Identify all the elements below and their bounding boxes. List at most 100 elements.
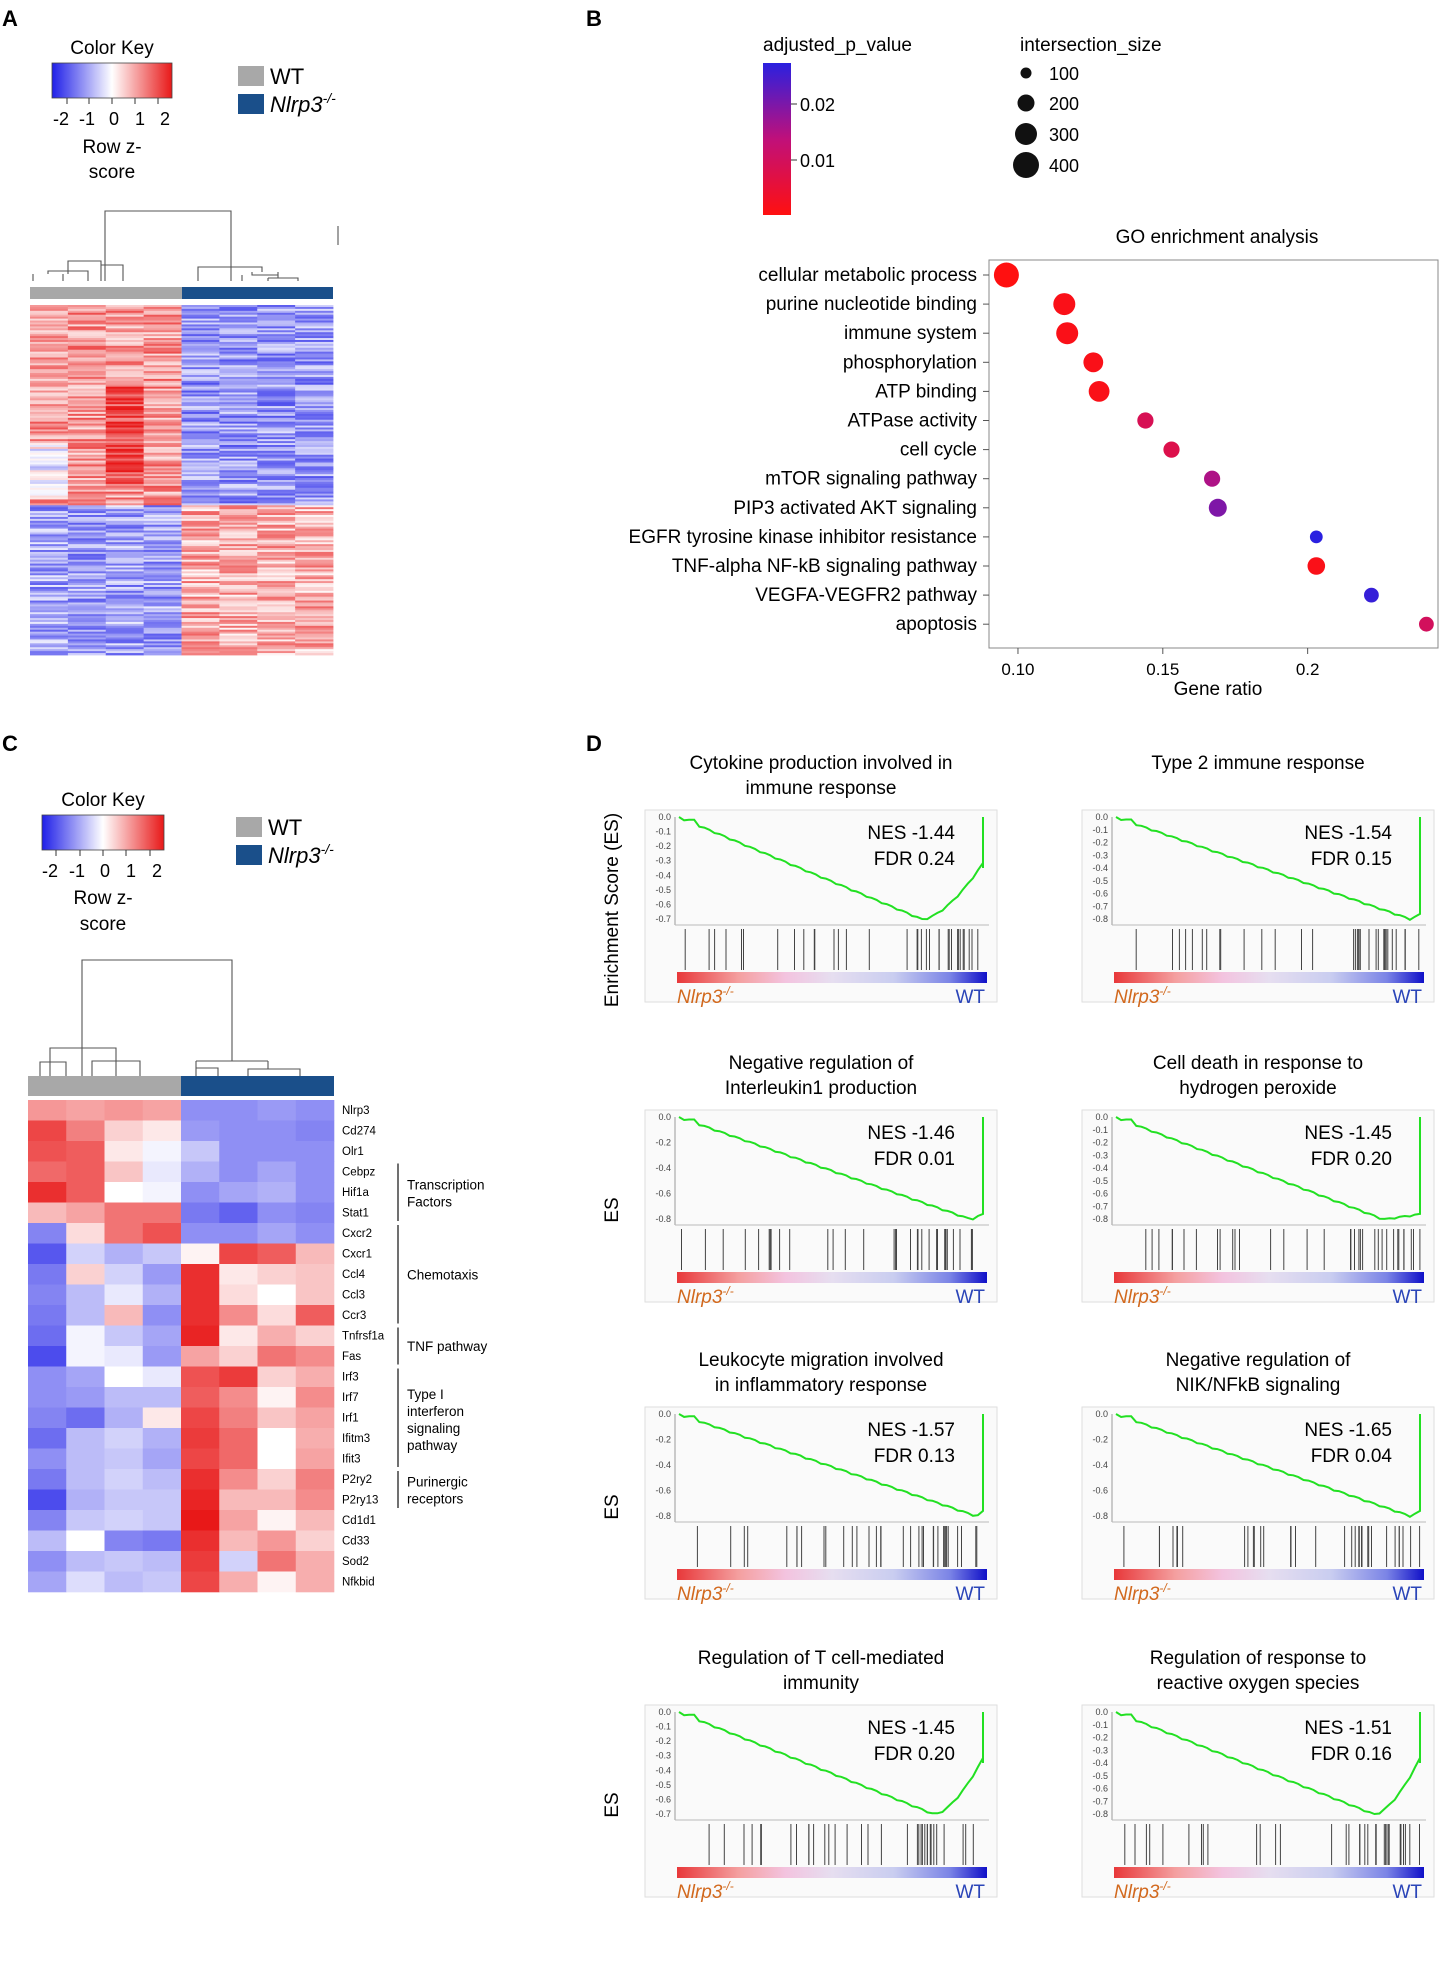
heatmap-cell xyxy=(181,474,220,477)
heatmap-cell xyxy=(105,316,145,320)
heatmap-cell xyxy=(105,586,145,590)
heatmap-cell xyxy=(67,606,107,609)
heatmap-cell xyxy=(142,1161,182,1183)
heatmap-cell xyxy=(66,1284,105,1306)
heatmap-cell xyxy=(67,491,107,495)
heatmap-cell xyxy=(219,415,258,419)
heatmap-cell xyxy=(143,472,182,475)
y-tick-label: -0.2 xyxy=(1092,1138,1108,1148)
heatmap-cell xyxy=(67,516,107,520)
heatmap-cell xyxy=(66,1346,105,1367)
heatmap-cell xyxy=(105,493,145,496)
heatmap-cell xyxy=(257,633,296,636)
heatmap-cell xyxy=(30,413,69,417)
heatmap-cell xyxy=(295,1182,335,1203)
heatmap-cell xyxy=(219,530,258,533)
rank-gradient xyxy=(1114,1569,1424,1580)
y-tick-label: 0.0 xyxy=(658,812,671,822)
heatmap-cell xyxy=(295,520,334,524)
heatmap-cell xyxy=(143,349,182,353)
heatmap-cell xyxy=(66,1182,105,1203)
y-tick-label: -0.4 xyxy=(655,1765,671,1775)
heatmap-cell xyxy=(219,468,258,471)
heatmap-cell xyxy=(219,349,258,353)
heatmap-cell xyxy=(219,592,258,596)
heatmap-cell xyxy=(105,404,145,407)
heatmap-cell xyxy=(104,1202,144,1224)
heatmap-cell xyxy=(181,353,220,356)
heatmap-cell xyxy=(143,516,182,520)
heatmap-cell xyxy=(67,505,107,508)
wt-label: WT xyxy=(955,1584,985,1605)
heatmap-cell xyxy=(143,588,182,592)
heatmap-cell xyxy=(67,452,107,456)
heatmap-cell xyxy=(30,320,69,323)
es-curve xyxy=(678,1711,984,1815)
heatmap-cell xyxy=(67,458,107,461)
heatmap-cell xyxy=(30,351,69,355)
gene-label: Ccl3 xyxy=(342,1290,365,1302)
heatmap-cell xyxy=(295,359,334,362)
heatmap-cell xyxy=(30,522,69,526)
rank-gradient xyxy=(677,972,987,983)
heatmap-cell xyxy=(105,476,145,479)
heatmap-cell xyxy=(181,336,220,339)
heatmap-cell xyxy=(181,518,220,522)
heatmap-cell xyxy=(66,1469,105,1490)
heatmap-cell xyxy=(257,563,296,566)
heatmap-cell xyxy=(143,495,182,498)
heatmap-cell xyxy=(28,1469,67,1490)
heatmap-cell xyxy=(30,489,69,493)
heatmap-cell xyxy=(30,306,69,310)
group-label: Factors xyxy=(407,1194,452,1209)
heatmap-cell xyxy=(295,561,334,565)
heatmap-cell xyxy=(219,480,258,483)
heatmap-cell xyxy=(105,600,145,603)
heatmap-cell xyxy=(181,530,220,533)
heatmap-cell xyxy=(143,375,182,378)
heatmap-cell xyxy=(181,314,220,318)
heatmap-cell xyxy=(219,338,258,341)
heatmap-cell xyxy=(143,458,182,461)
heatmap-cell xyxy=(67,612,107,615)
heatmap-cell xyxy=(181,516,220,520)
heatmap-cell xyxy=(295,373,334,376)
heatmap-cell xyxy=(257,345,296,349)
heatmap-cell xyxy=(295,1407,335,1429)
heatmap-cell xyxy=(105,579,145,582)
heatmap-cell xyxy=(257,324,296,327)
heatmap-cell xyxy=(219,1264,258,1285)
heatmap-cell xyxy=(219,431,258,434)
heatmap-cell xyxy=(181,536,220,539)
heatmap-cell xyxy=(257,402,296,405)
heatmap-cell xyxy=(67,509,107,512)
heatmap-cell xyxy=(105,621,145,625)
gene-label: Ifit3 xyxy=(342,1454,361,1466)
heatmap-cell xyxy=(28,1489,67,1511)
heatmap-cell xyxy=(30,497,69,500)
heatmap-cell xyxy=(257,1510,297,1531)
heatmap-cell xyxy=(30,507,69,510)
y-tick-label: -0.2 xyxy=(655,1138,671,1148)
heatmap-cell xyxy=(105,446,145,450)
heatmap-cell xyxy=(67,620,107,623)
heatmap-cell xyxy=(105,651,145,654)
heatmap-cell xyxy=(295,1489,335,1511)
heatmap-cell xyxy=(66,1489,105,1511)
heatmap-cell xyxy=(295,394,334,397)
heatmap-cell xyxy=(219,423,258,426)
heatmap-cell xyxy=(30,446,69,450)
heatmap-cell xyxy=(295,645,334,648)
heatmap-cell xyxy=(105,450,145,454)
heatmap-cell xyxy=(105,355,145,358)
heatmap-cell xyxy=(181,553,220,557)
heatmap-cell xyxy=(295,328,334,331)
heatmap-cell xyxy=(181,373,220,376)
heatmap-cell xyxy=(219,586,258,590)
heatmap-cell xyxy=(67,522,107,526)
heatmap-cell xyxy=(30,573,69,576)
heatmap-cell xyxy=(143,581,182,584)
heatmap-cell xyxy=(105,415,145,419)
heatmap-cell xyxy=(67,631,107,635)
